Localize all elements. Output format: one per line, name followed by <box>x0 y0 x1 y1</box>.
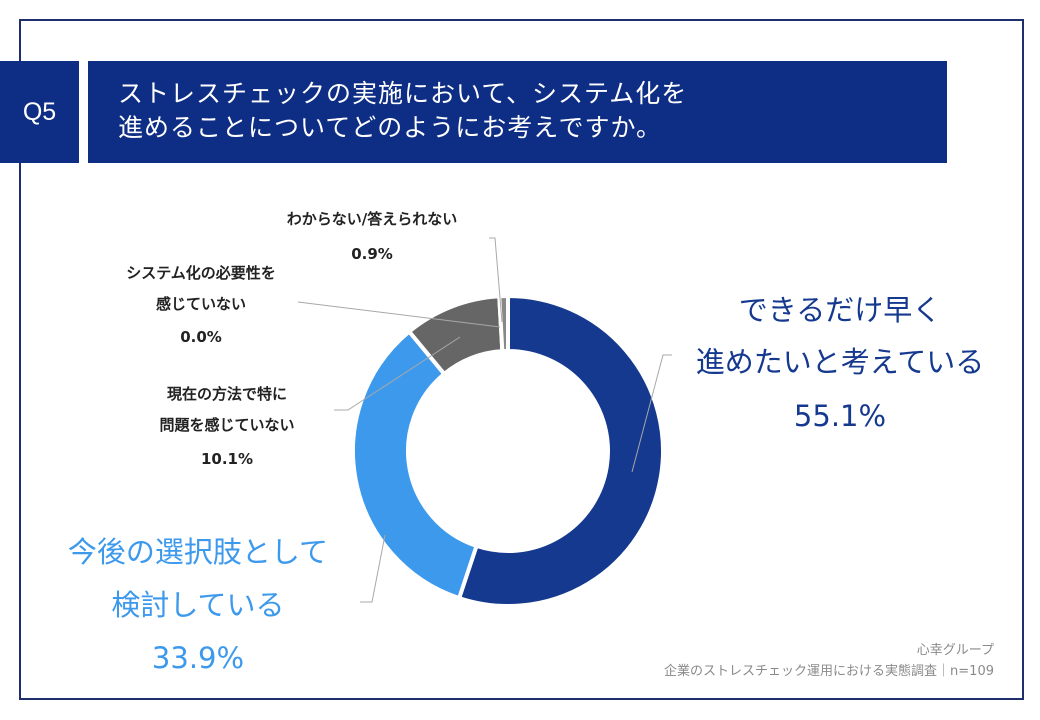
slice-label-4-value: 0.9% <box>351 245 393 263</box>
question-number: Q5 <box>22 97 57 126</box>
slice-label-3: システム化の必要性を 感じていない 0.0% <box>126 264 276 346</box>
donut-slices <box>351 293 665 608</box>
slice-label-1-line-2: 検討している <box>111 588 284 622</box>
slice-label-2-line-1: 現在の方法で特に <box>167 385 287 403</box>
slice-label-0-line-2: 進めたいと考えている <box>696 345 985 379</box>
slice-label-2-value: 10.1% <box>201 450 253 468</box>
slice-label-4: わからない/答えられない 0.9% <box>287 210 457 263</box>
leader-line-slice-1 <box>360 534 386 603</box>
slice-label-3-value: 0.0% <box>180 328 222 346</box>
page-frame <box>19 19 1024 700</box>
source-company: 心幸グループ <box>916 643 994 658</box>
leader-lines <box>297 237 672 603</box>
slice-label-1-value: 33.9% <box>152 641 244 675</box>
slice-label-2-line-2: 問題を感じていない <box>159 416 294 434</box>
source-survey: 企業のストレスチェック運用における実態調査｜n=109 <box>664 664 994 679</box>
slice-label-0-line-1: できるだけ早く <box>739 293 941 327</box>
donut-slice-0 <box>456 293 665 608</box>
slice-label-3-line-1: システム化の必要性を <box>126 264 276 282</box>
slice-label-0: できるだけ早く 進めたいと考えている 55.1% <box>696 293 985 433</box>
question-number-badge: Q5 <box>0 61 79 163</box>
slice-label-3-line-2: 感じていない <box>156 295 246 313</box>
leader-line-slice-3 <box>297 301 501 328</box>
slice-label-1: 今後の選択肢として 検討している 33.9% <box>68 535 328 675</box>
question-header: ストレスチェックの実施において、システム化を 進めることについてどのようにお考え… <box>88 61 947 163</box>
leader-line-slice-2 <box>334 336 461 411</box>
slice-label-0-value: 55.1% <box>794 399 886 433</box>
donut-slice-1 <box>351 328 480 601</box>
source-credit: 心幸グループ 企業のストレスチェック運用における実態調査｜n=109 <box>664 640 994 682</box>
slice-label-4-line-1: わからない/答えられない <box>287 210 457 228</box>
leader-line-slice-4 <box>489 237 503 323</box>
question-text-line-1: ストレスチェックの実施において、システム化を <box>118 79 688 108</box>
leader-line-slice-0 <box>631 354 672 473</box>
question-text-line-2: 進めることについてどのようにお考えですか。 <box>118 113 663 142</box>
slice-label-1-line-1: 今後の選択肢として <box>68 535 328 569</box>
slice-label-2: 現在の方法で特に 問題を感じていない 10.1% <box>159 385 294 468</box>
